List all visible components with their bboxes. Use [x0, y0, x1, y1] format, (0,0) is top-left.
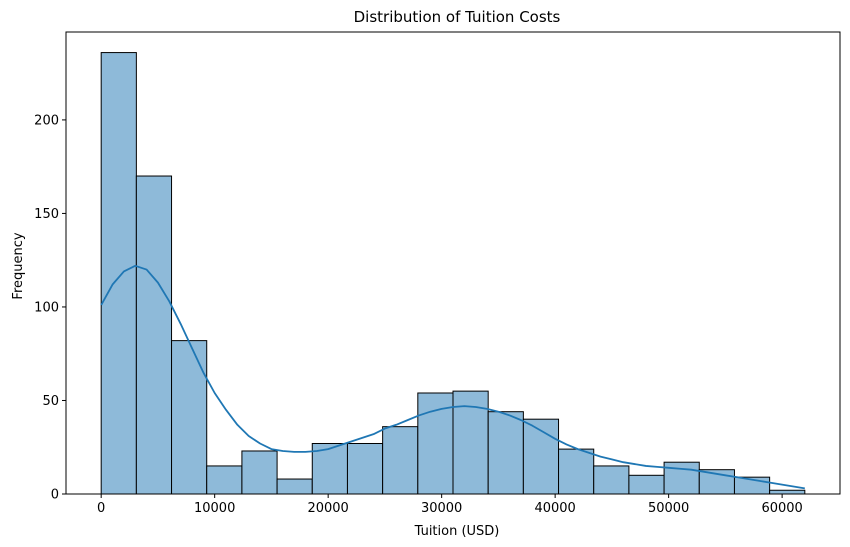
- histogram-bar: [135, 175, 173, 495]
- y-tick-label: 50: [42, 394, 59, 409]
- histogram-bar: [382, 426, 419, 495]
- y-tick-label: 0: [51, 488, 59, 503]
- x-tick-label: 50000: [648, 501, 689, 516]
- y-tick-label: 200: [34, 113, 59, 128]
- histogram-bar: [276, 478, 313, 495]
- histogram-bar: [241, 450, 278, 495]
- y-axis-label: Frequency: [11, 232, 26, 299]
- histogram-bar: [346, 442, 384, 495]
- kde-layer: [100, 264, 805, 490]
- histogram-bar: [171, 340, 208, 495]
- histogram-bar: [487, 411, 524, 495]
- histogram-bar: [558, 448, 595, 495]
- histogram-bar: [206, 465, 243, 495]
- chart-title: Distribution of Tuition Costs: [354, 8, 561, 26]
- axes-layer: 0 10000 20000 30000 40000 50000 60000 0 50 100 150…: [34, 31, 841, 516]
- kde-curve: [100, 264, 805, 490]
- y-tick-label: 150: [34, 207, 59, 222]
- x-tick-label: 0: [97, 501, 105, 516]
- x-tick-label: 20000: [307, 501, 348, 516]
- histogram-bar: [628, 474, 665, 495]
- x-tick-label: 30000: [421, 501, 462, 516]
- histogram-bar: [593, 465, 630, 495]
- plot-frame: [65, 31, 841, 495]
- x-axis-label: Tuition (USD): [414, 524, 500, 539]
- x-tick-label: 40000: [534, 501, 575, 516]
- y-tick-label: 100: [34, 300, 59, 315]
- histogram-bar: [769, 489, 806, 495]
- histogram-bar: [311, 442, 348, 495]
- histogram-bar: [100, 52, 137, 495]
- x-tick-label: 10000: [194, 501, 235, 516]
- x-tick-label: 60000: [761, 501, 802, 516]
